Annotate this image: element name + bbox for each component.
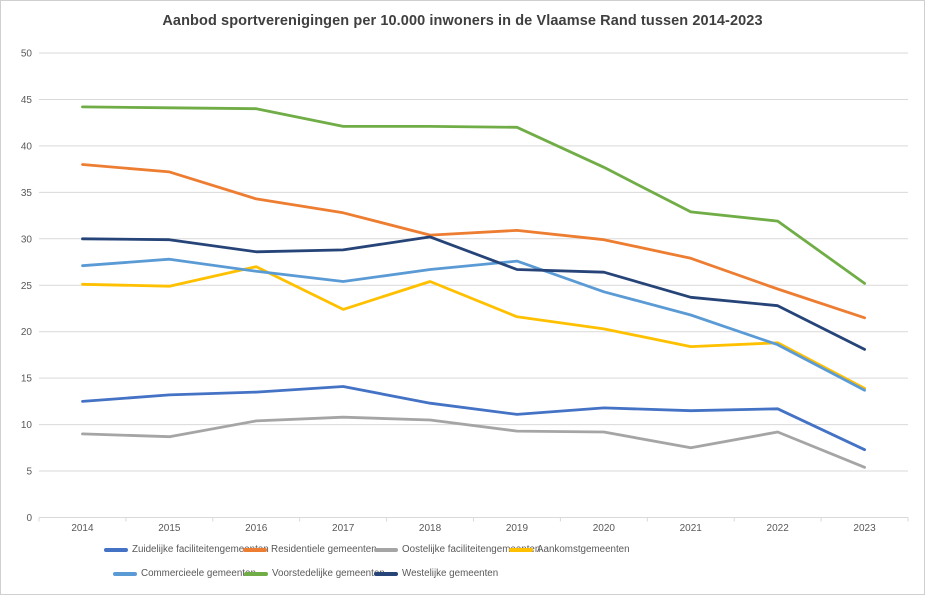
chart-title: Aanbod sportverenigingen per 10.000 inwo… [162,13,763,29]
legend-label: Voorstedelijke gemeenten [272,568,385,579]
series-line-oostelijke-faciliteitengemeenten [81,415,866,469]
legend-item-westelijke-gemeenten[interactable]: Westelijke gemeenten [374,568,498,580]
legend-item-aankomstgemeenten[interactable]: Aankomstgemeenten [509,544,630,556]
x-axis-label: 2020 [593,523,616,534]
legend-item-commercieele-gemeenten[interactable]: Commercieele gemeenten [113,568,256,580]
y-axis-label: 10 [21,420,33,431]
y-axis-label: 45 [21,95,33,106]
x-axis-label: 2014 [71,523,94,534]
legend-label: Oostelijke faciliteitengemeenten [402,544,541,555]
plot-area: 0 5 10 15 20 25 30 35 40 45 50 2014 2015 2016 2017 2018… [21,49,909,534]
x-axis-label: 2015 [158,523,181,534]
x-axis-label: 2016 [245,523,268,534]
legend-swatch-aankomstgemeenten [509,548,533,552]
legend-swatch-commercieele-gemeenten [113,572,137,576]
series-line-residentiele-gemeenten [81,163,866,320]
x-axis-label: 2022 [767,523,790,534]
legend-label: Westelijke gemeenten [402,568,499,579]
y-axis-label: 50 [21,49,33,60]
y-axis-label: 40 [21,141,33,152]
y-axis-label: 25 [21,281,33,292]
legend-label: Residentiele gemeenten [271,544,377,555]
series-line-voorstedelijke-gemeenten [81,105,866,285]
legend-item-oostelijke-faciliteitengemeenten[interactable]: Oostelijke faciliteitengemeenten [374,544,540,556]
y-axis-label: 0 [26,513,32,524]
legend-item-residentiele-gemeenten[interactable]: Residentiele gemeenten [243,544,377,556]
legend-swatch-westelijke-gemeenten [374,572,398,576]
x-axis-label: 2021 [680,523,703,534]
series-line-zuidelijke-faciliteitengemeenten [81,385,866,452]
legend-label: Zuidelijke faciliteitengemeenten [132,544,269,555]
x-axis-label: 2019 [506,523,529,534]
legend-label: Commercieele gemeenten [141,568,256,579]
legend-swatch-residentiele-gemeenten [243,548,267,552]
legend-item-voorstedelijke-gemeenten[interactable]: Voorstedelijke gemeenten [244,568,385,580]
series-line-aankomstgemeenten [81,265,866,390]
y-axis-label: 35 [21,188,33,199]
legend-swatch-zuidelijke-faciliteitengemeenten [104,548,128,552]
x-axis-label: 2023 [853,523,876,534]
legend-swatch-voorstedelijke-gemeenten [244,572,268,576]
y-axis-label: 20 [21,327,33,338]
series-line-westelijke-gemeenten [81,235,866,351]
x-axis-label: 2018 [419,523,442,534]
series-line-commercieele-gemeenten [81,257,866,392]
legend-label: Aankomstgemeenten [537,544,630,555]
y-axis-label: 15 [21,374,33,385]
y-axis-label: 30 [21,234,33,245]
legend-swatch-oostelijke-faciliteitengemeenten [374,548,398,552]
legend-item-zuidelijke-faciliteitengemeenten[interactable]: Zuidelijke faciliteitengemeenten [104,544,269,556]
y-axis-label: 5 [26,467,32,478]
x-axis-label: 2017 [332,523,355,534]
